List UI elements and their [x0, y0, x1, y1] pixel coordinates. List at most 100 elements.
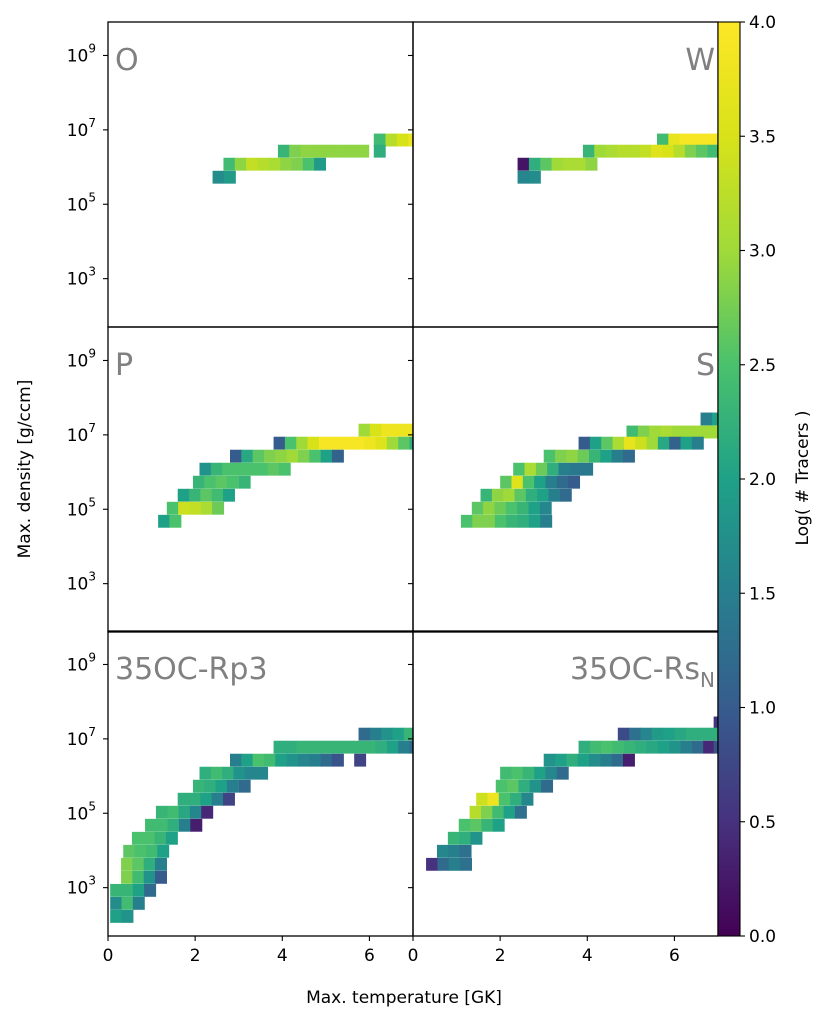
heatmap-cell [256, 462, 269, 476]
heatmap-cell [646, 740, 659, 754]
colorbar-tick-label: 4.0 [749, 13, 776, 33]
heatmap-cell [483, 514, 496, 528]
heatmap-cell [408, 133, 413, 147]
y-tick-label: 105 [67, 495, 96, 520]
heatmap-cell [458, 818, 471, 832]
heatmap-cell [256, 766, 269, 780]
heatmap-cell [320, 753, 333, 767]
heatmap-cell [226, 779, 239, 793]
heatmap-cell [646, 436, 659, 450]
heatmap-cell [177, 488, 190, 502]
heatmap-cell [612, 436, 625, 450]
heatmap-cell [589, 740, 602, 754]
heatmap-cell [697, 727, 710, 741]
heatmap-cell [263, 753, 276, 767]
heatmap-cell [605, 144, 618, 158]
heatmap-cell [491, 488, 504, 502]
heatmap-cell [215, 779, 228, 793]
heatmap-cell [267, 462, 280, 476]
panel-cells [426, 716, 718, 871]
heatmap-cell [252, 449, 265, 463]
heatmap-cell [373, 144, 386, 158]
heatmap-cell [230, 753, 242, 767]
heatmap-cell [158, 514, 171, 528]
heatmap-cell [189, 488, 201, 502]
heatmap-cell [524, 462, 537, 476]
heatmap-cell [166, 501, 179, 515]
heatmap-cell [540, 514, 553, 528]
heatmap-cell [238, 475, 251, 489]
heatmap-cell [277, 144, 290, 158]
heatmap-cell [268, 157, 281, 171]
colorbar-tick-label: 2.5 [749, 356, 776, 376]
heatmap-cell [121, 896, 134, 910]
heatmap-cell [309, 449, 322, 463]
heatmap-cell [623, 449, 635, 463]
heatmap-cell [381, 423, 394, 437]
heatmap-cell [708, 727, 718, 741]
y-tick-label: 103 [67, 874, 96, 899]
heatmap-cell [494, 501, 507, 515]
heatmap-cell [685, 727, 698, 741]
heatmap-cell [500, 766, 513, 780]
heatmap-cell [230, 449, 242, 463]
colorbar-label: Log( # Tracers ) [793, 410, 813, 545]
heatmap-cell [492, 818, 505, 832]
heatmap-cell [190, 818, 203, 832]
heatmap-cell [409, 436, 413, 450]
heatmap-cell [628, 144, 641, 158]
heatmap-cell [210, 462, 223, 476]
heatmap-cell [514, 805, 527, 819]
heatmap-cell [534, 475, 547, 489]
heatmap-cell [448, 857, 461, 871]
heatmap-cell [132, 896, 145, 910]
heatmap-cell [244, 766, 257, 780]
x-tick-label: 0 [103, 946, 114, 966]
heatmap-cell [110, 883, 123, 897]
heatmap-cell [223, 157, 236, 171]
heatmap-cell [223, 170, 236, 184]
heatmap-cell [131, 831, 144, 845]
y-tick-label: 107 [67, 421, 96, 446]
heatmap-cell [562, 157, 575, 171]
heatmap-cell [540, 157, 553, 171]
heatmap-cell [241, 449, 254, 463]
heatmap-cell [640, 727, 653, 741]
heatmap-cell [669, 740, 682, 754]
heatmap-cell [155, 870, 167, 884]
panel-label: 35OC-RsN [570, 652, 715, 692]
heatmap-cell [210, 766, 223, 780]
heatmap-cell [320, 449, 333, 463]
heatmap-cell [569, 462, 582, 476]
heatmap-cell [521, 792, 534, 806]
panel-cells [212, 133, 413, 184]
heatmap-cell [409, 740, 413, 754]
heatmap-cell [657, 133, 669, 147]
heatmap-cell [121, 909, 134, 923]
heatmap-cell [331, 449, 344, 463]
heatmap-cell [543, 753, 556, 767]
heatmap-cell [143, 857, 156, 871]
heatmap-cell [345, 144, 358, 158]
heatmap-cell [364, 740, 377, 754]
heatmap-cell [517, 157, 530, 171]
heatmap-cell [547, 462, 560, 476]
heatmap-cell [639, 144, 652, 158]
heatmap-cell [132, 857, 145, 871]
panel-cells [110, 727, 413, 923]
heatmap-cell [623, 753, 635, 767]
heatmap-cell [212, 501, 225, 515]
heatmap-cell [694, 425, 707, 439]
heatmap-cell [713, 740, 718, 754]
heatmap-cell [617, 727, 630, 741]
heatmap-cell [713, 133, 718, 147]
heatmap-cell [566, 753, 579, 767]
heatmap-cell [711, 412, 718, 426]
heatmap-cell [577, 449, 590, 463]
colorbar-tick-label: 1.5 [749, 584, 776, 604]
heatmap-cell [555, 753, 567, 767]
heatmap-cell [143, 831, 156, 845]
heatmap-cell [123, 844, 136, 858]
heatmap-cell [528, 501, 541, 515]
heatmap-cell [511, 475, 524, 489]
